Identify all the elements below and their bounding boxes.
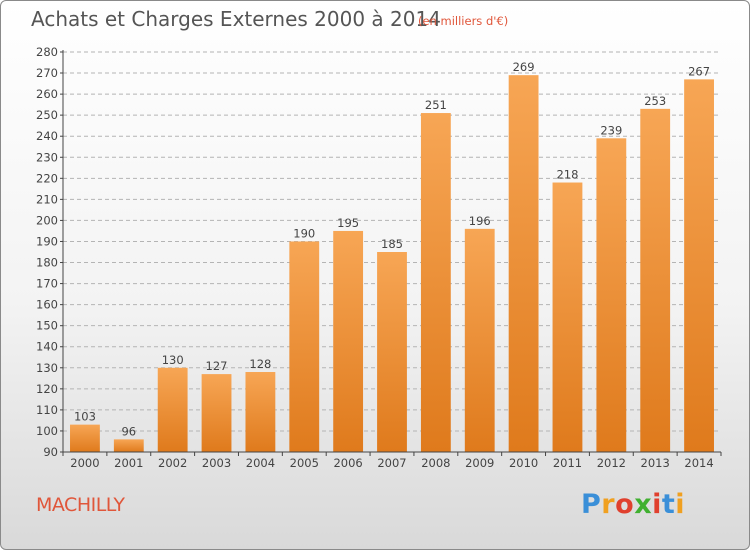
logo-letter: i xyxy=(675,489,685,520)
chart-frame: Achats et Charges Externes 2000 à 2014 (… xyxy=(0,0,750,550)
bar-value-label: 196 xyxy=(469,214,491,228)
bar-value-label: 239 xyxy=(600,123,622,137)
x-tick-label: 2012 xyxy=(597,456,626,470)
bar xyxy=(70,425,100,452)
bar-value-label: 267 xyxy=(688,64,710,78)
logo-letter: o xyxy=(615,489,634,520)
x-tick-label: 2006 xyxy=(333,456,362,470)
y-tick-label: 270 xyxy=(36,66,58,80)
bar xyxy=(114,439,144,452)
bar xyxy=(421,113,451,452)
y-tick-label: 280 xyxy=(36,45,58,59)
x-tick-label: 2004 xyxy=(246,456,275,470)
bar-value-label: 96 xyxy=(121,424,136,438)
y-tick-label: 210 xyxy=(36,192,58,206)
x-tick-label: 2008 xyxy=(421,456,450,470)
bar xyxy=(684,79,714,452)
bar xyxy=(377,252,407,452)
x-tick-label: 2010 xyxy=(509,456,538,470)
y-tick-label: 100 xyxy=(36,424,58,438)
bar-value-label: 190 xyxy=(293,226,315,240)
y-tick-label: 170 xyxy=(36,277,58,291)
y-tick-label: 110 xyxy=(36,403,58,417)
bar-value-label: 218 xyxy=(556,168,578,182)
bar xyxy=(465,229,495,452)
logo-letter: i xyxy=(652,489,662,520)
y-tick-label: 200 xyxy=(36,213,58,227)
bar xyxy=(245,372,275,452)
bar-value-label: 251 xyxy=(425,98,447,112)
bar-value-label: 103 xyxy=(74,410,96,424)
y-tick-label: 180 xyxy=(36,256,58,270)
x-tick-label: 2000 xyxy=(70,456,99,470)
x-tick-label: 2009 xyxy=(465,456,494,470)
x-tick-label: 2005 xyxy=(290,456,319,470)
logo-letter: t xyxy=(662,489,675,520)
logo-letter: r xyxy=(601,489,615,520)
bar-value-label: 130 xyxy=(162,353,184,367)
x-tick-label: 2001 xyxy=(114,456,143,470)
logo-letter: x xyxy=(634,489,652,520)
bar-value-label: 127 xyxy=(206,359,228,373)
bar xyxy=(289,241,319,452)
bar xyxy=(640,109,670,452)
bar-value-label: 185 xyxy=(381,237,403,251)
y-tick-label: 140 xyxy=(36,340,58,354)
bar-value-label: 269 xyxy=(513,60,535,74)
y-tick-label: 160 xyxy=(36,298,58,312)
y-tick-label: 250 xyxy=(36,108,58,122)
bar-chart: 103 96 130 127 128 190 195 185 251 196 269 218 239 25… xyxy=(1,1,750,550)
logo-letter: P xyxy=(581,489,601,520)
bar xyxy=(202,374,232,452)
x-tick-label: 2013 xyxy=(641,456,670,470)
y-tick-label: 240 xyxy=(36,129,58,143)
bar-value-label: 195 xyxy=(337,216,359,230)
bar xyxy=(158,368,188,452)
y-tick-label: 150 xyxy=(36,319,58,333)
y-tick-label: 230 xyxy=(36,150,58,164)
y-tick-label: 130 xyxy=(36,361,58,375)
place-name: MACHILLY xyxy=(36,494,124,516)
bar xyxy=(509,75,539,452)
x-tick-label: 2014 xyxy=(684,456,713,470)
bar xyxy=(333,231,363,452)
bar-value-label: 128 xyxy=(249,357,271,371)
y-tick-label: 220 xyxy=(36,171,58,185)
bar-value-label: 253 xyxy=(644,94,666,108)
x-tick-label: 2002 xyxy=(158,456,187,470)
y-tick-label: 260 xyxy=(36,87,58,101)
y-tick-label: 90 xyxy=(43,445,58,459)
x-tick-label: 2011 xyxy=(553,456,582,470)
x-tick-label: 2007 xyxy=(377,456,406,470)
bar xyxy=(553,183,583,452)
y-tick-label: 120 xyxy=(36,382,58,396)
bar xyxy=(596,138,626,452)
y-tick-label: 190 xyxy=(36,234,58,248)
bar-series: 103 96 130 127 128 190 195 185 251 196 269 218 239 25… xyxy=(70,60,714,452)
x-tick-label: 2003 xyxy=(202,456,231,470)
proxiti-logo: Proxiti xyxy=(581,489,685,520)
